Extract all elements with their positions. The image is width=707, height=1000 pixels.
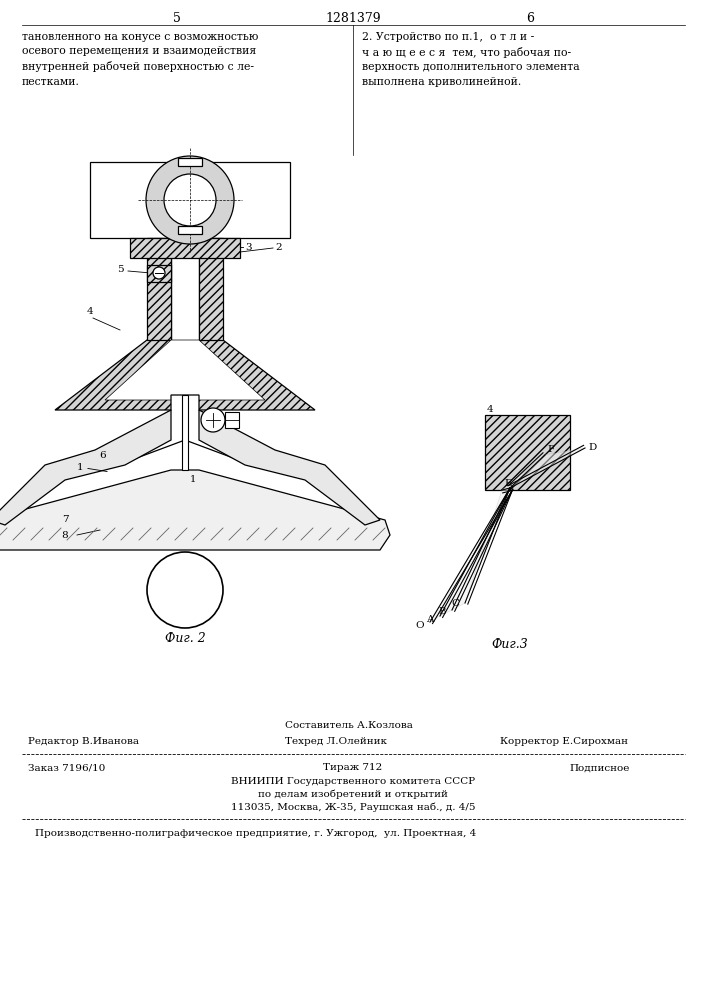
- Text: 8: 8: [62, 530, 69, 540]
- Bar: [171, 238, 199, 395]
- Text: тановленного на конусе с возможностью
осевого перемещения и взаимодействия
внутр: тановленного на конусе с возможностью ос…: [22, 32, 258, 87]
- Text: Техред Л.Олейник: Техред Л.Олейник: [285, 738, 387, 746]
- Text: 5: 5: [117, 265, 123, 274]
- Polygon shape: [465, 488, 510, 603]
- Text: 6: 6: [100, 450, 106, 460]
- Text: 7: 7: [62, 516, 69, 524]
- Polygon shape: [430, 488, 510, 622]
- Text: 2. Устройство по п.1,  о т л и -
ч а ю щ е е с я  тем, что рабочая по-
верхность: 2. Устройство по п.1, о т л и - ч а ю щ …: [362, 32, 580, 87]
- Text: по делам изобретений и открытий: по делам изобретений и открытий: [258, 789, 448, 799]
- Text: ВНИИПИ Государственного комитета СССР: ВНИИПИ Государственного комитета СССР: [231, 776, 475, 786]
- Bar: [147, 238, 171, 340]
- Text: 1281379: 1281379: [325, 11, 381, 24]
- Text: 1: 1: [190, 476, 197, 485]
- Bar: [90, 162, 290, 238]
- Circle shape: [147, 552, 223, 628]
- Text: 5: 5: [173, 11, 181, 24]
- Text: 4: 4: [486, 406, 493, 414]
- Text: D: D: [589, 444, 597, 452]
- Text: Редактор В.Иванова: Редактор В.Иванова: [28, 738, 139, 746]
- Text: 6: 6: [526, 11, 534, 24]
- Bar: [199, 238, 223, 340]
- Circle shape: [146, 156, 234, 244]
- Text: A: A: [426, 614, 434, 624]
- Bar: [178, 158, 202, 166]
- Polygon shape: [0, 470, 390, 550]
- Text: 2: 2: [275, 243, 281, 252]
- Text: 4: 4: [87, 308, 93, 316]
- Circle shape: [164, 174, 216, 226]
- Polygon shape: [55, 340, 315, 410]
- Text: F: F: [547, 444, 554, 454]
- Text: Фиг.3: Фиг.3: [491, 639, 528, 652]
- Bar: [147, 265, 171, 282]
- Text: 1: 1: [76, 464, 83, 473]
- Polygon shape: [95, 395, 275, 468]
- Text: E: E: [504, 480, 512, 488]
- Text: Составитель А.Козлова: Составитель А.Козлова: [285, 722, 413, 730]
- Bar: [178, 226, 202, 234]
- Text: Заказ 7196/10: Заказ 7196/10: [28, 764, 105, 772]
- Text: O: O: [416, 621, 424, 631]
- Circle shape: [201, 408, 225, 432]
- Polygon shape: [510, 448, 585, 488]
- Bar: [130, 238, 240, 258]
- Text: Корректор Е.Сирохман: Корректор Е.Сирохман: [500, 738, 628, 746]
- Text: 3: 3: [245, 242, 252, 251]
- Text: 113035, Москва, Ж-35, Раушская наб., д. 4/5: 113035, Москва, Ж-35, Раушская наб., д. …: [230, 802, 475, 812]
- Polygon shape: [452, 488, 510, 610]
- Text: C: C: [451, 599, 459, 608]
- Polygon shape: [502, 455, 545, 490]
- Bar: [485, 415, 570, 490]
- Polygon shape: [199, 410, 380, 525]
- Text: Подписное: Подписное: [570, 764, 630, 772]
- Bar: [182, 395, 188, 470]
- Circle shape: [153, 267, 165, 279]
- Polygon shape: [0, 410, 171, 525]
- Text: B: B: [438, 607, 446, 616]
- Bar: [225, 412, 239, 428]
- Text: Фиг. 2: Фиг. 2: [165, 632, 205, 645]
- Polygon shape: [440, 488, 510, 616]
- Polygon shape: [105, 340, 265, 400]
- Text: Производственно-полиграфическое предприятие, г. Ужгород,  ул. Проектная, 4: Производственно-полиграфическое предприя…: [35, 828, 477, 838]
- Text: Тираж 712: Тираж 712: [323, 764, 382, 772]
